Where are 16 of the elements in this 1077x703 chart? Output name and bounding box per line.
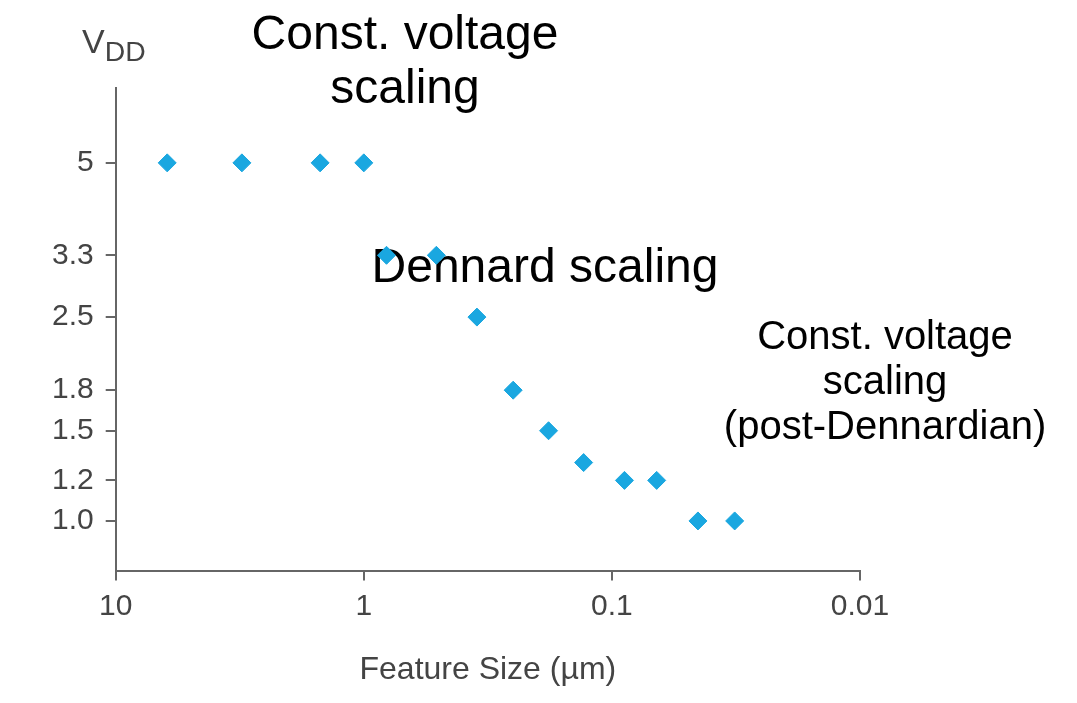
y-tick-label: 2.5 xyxy=(51,298,94,332)
y-tick-label: 1.8 xyxy=(51,371,94,405)
y-tick-label: 1.0 xyxy=(51,502,94,536)
annotation: Dennard scaling xyxy=(371,239,719,293)
y-tick-label: 1.5 xyxy=(51,412,94,445)
annotation: Const. voltage scaling (post-Dennardian) xyxy=(723,313,1047,447)
y-tick-label: 3.3 xyxy=(51,236,94,270)
x-tick-label: 0.01 xyxy=(830,587,890,621)
x-tick-label: 1 xyxy=(355,587,373,621)
y-tick-label: 1.2 xyxy=(51,461,94,495)
y-axis-title: V$_{DD}$ xyxy=(82,22,146,68)
x-tick-label: 0.1 xyxy=(591,587,633,621)
x-tick-label: 10 xyxy=(99,587,133,621)
annotation: Const. voltage scaling xyxy=(251,6,559,113)
x-axis-title: Feature Size (µm) xyxy=(359,649,617,686)
y-tick-label: 5 xyxy=(77,144,94,178)
